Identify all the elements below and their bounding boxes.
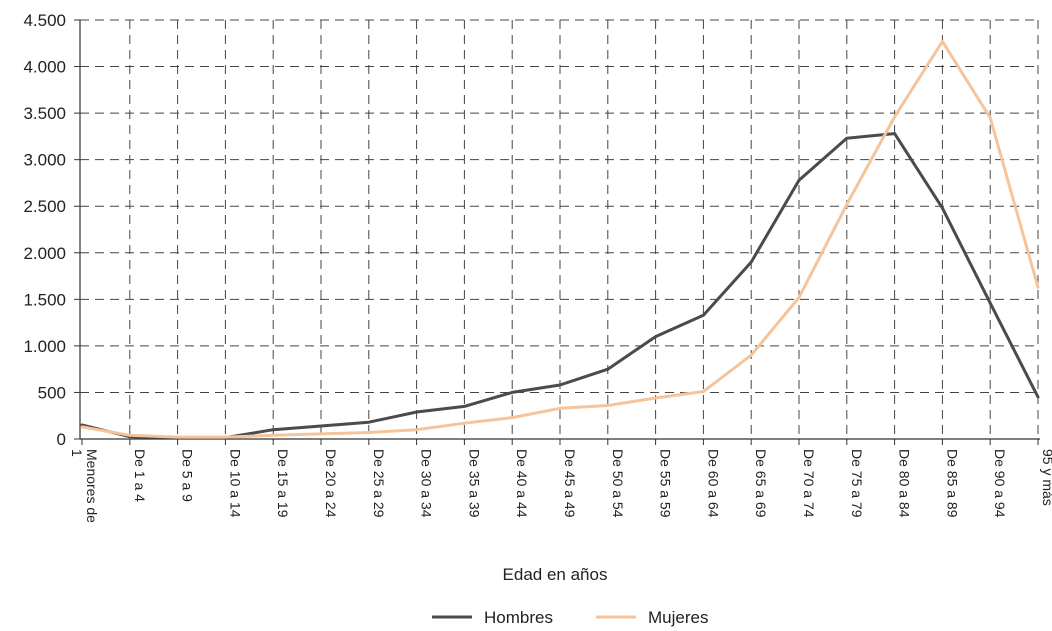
x-tick-label: De 85 a 89 [944,449,960,518]
y-tick-label: 2.500 [23,197,66,216]
x-tick-label: De 50 a 54 [610,449,626,518]
x-tick-label: De 65 a 69 [753,449,769,518]
x-tick-label: De 40 a 44 [514,449,530,518]
x-tick-label: De 25 a 29 [371,449,387,518]
series-line-hombres [80,132,1040,440]
x-tick-label: De 5 a 9 [180,449,196,502]
x-tick-label: De 90 a 94 [992,449,1008,518]
legend-label-mujeres: Mujeres [648,608,708,627]
x-tick-label: De 1 a 4 [132,449,148,502]
y-tick-label: 2.000 [23,244,66,263]
x-tick-label: De 60 a 64 [705,449,721,518]
x-tick-label: De 75 a 79 [849,449,865,518]
x-tick-label: De 10 a 14 [227,449,243,518]
legend-label-hombres: Hombres [484,608,553,627]
y-tick-label: 1.000 [23,337,66,356]
x-tick-label: De 15 a 19 [275,449,291,518]
y-tick-label: 1.500 [23,290,66,309]
series-line-mujeres [80,39,1040,439]
y-tick-label: 3.500 [23,104,66,123]
x-tick-label: De 55 a 59 [658,449,674,518]
axes [74,19,1040,445]
x-tick-label: Menores de1 [69,449,100,523]
x-axis-title: Edad en años [503,565,608,584]
x-tick-label: De 20 a 24 [323,449,339,518]
x-tick-label: De 70 a 74 [801,449,817,518]
y-tick-label: 4.500 [23,11,66,30]
x-tick-label: De 30 a 34 [419,449,435,518]
y-tick-label: 0 [57,430,66,449]
x-tick-label: 95 y más [1040,449,1052,506]
y-tick-label: 4.000 [23,58,66,77]
x-tick-label: De 35 a 39 [466,449,482,518]
series-lines [80,39,1040,440]
y-axis-tick-labels: 0 500 1.000 1.500 2.000 2.500 3.000 3.500 4.000 4… [23,11,66,449]
y-tick-label: 500 [38,383,66,402]
legend: Hombres Mujeres [432,608,708,627]
y-tick-label: 3.000 [23,151,66,170]
x-tick-label: De 80 a 84 [897,449,913,518]
x-tick-label: De 45 a 49 [562,449,578,518]
x-axis-tick-labels: Menores de1 De 1 a 4 De 5 a 9 De 10 a 14 De … [69,449,1052,523]
grid-lines [80,19,1040,439]
